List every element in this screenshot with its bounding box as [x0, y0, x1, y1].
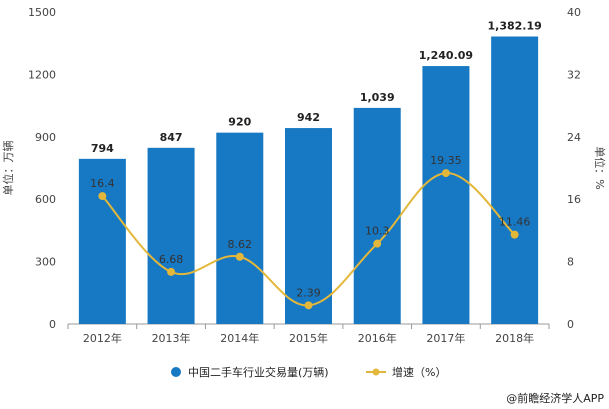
- legend-bar-label: 中国二手车行业交易量(万辆): [188, 365, 329, 379]
- y-tick-label-right: 0: [567, 318, 574, 331]
- line-series: [98, 169, 519, 310]
- y-tick-label-left: 0: [49, 318, 56, 331]
- bar-value-label: 942: [297, 111, 320, 124]
- bar: [285, 128, 332, 324]
- y-tick-label-left: 1500: [28, 6, 56, 19]
- line-point: [373, 239, 382, 248]
- bar: [491, 36, 539, 324]
- y-tick-label-left: 600: [35, 193, 56, 206]
- y-axis-title-left: 单位：万辆: [1, 141, 15, 196]
- bar-value-label: 1,039: [360, 91, 395, 104]
- line-value-label: 8.62: [228, 238, 253, 251]
- y-tick-label-right: 24: [567, 131, 581, 144]
- line-point: [235, 252, 244, 261]
- line-point: [98, 192, 107, 201]
- legend-bar-marker: [171, 367, 181, 377]
- line-value-label: 16.4: [90, 177, 115, 190]
- bar-value-label: 1,382.19: [488, 20, 542, 33]
- y-tick-label-left: 900: [35, 131, 56, 144]
- bar: [78, 158, 126, 324]
- x-tick-label: 2016年: [358, 331, 397, 345]
- data-labels: 794 847 920 942 1,039 1,240.09 1,382.19 16.4 6.6…: [90, 20, 542, 300]
- line-value-label: 10.3: [365, 225, 390, 238]
- x-tick-label: 2017年: [426, 331, 465, 345]
- line-value-label: 19.35: [430, 154, 462, 167]
- x-tick-label: 2013年: [152, 331, 191, 345]
- bar: [216, 132, 264, 324]
- x-tick-label: 2015年: [289, 331, 328, 345]
- bar: [353, 107, 401, 324]
- line-value-label: 11.46: [499, 216, 531, 229]
- y-tick-label-right: 8: [567, 256, 574, 269]
- bar-value-label: 847: [160, 131, 183, 144]
- legend: 中国二手车行业交易量(万辆) 增速（%）: [171, 365, 446, 379]
- bar: [147, 147, 195, 324]
- y-tick-label-right: 40: [567, 6, 581, 19]
- bar-value-label: 920: [228, 116, 251, 129]
- line-point: [304, 301, 313, 310]
- source-note: @前瞻经济学人APP: [506, 391, 604, 405]
- line-point: [441, 169, 450, 178]
- legend-line-label: 增速（%）: [392, 365, 446, 379]
- y-tick-label-left: 1200: [28, 68, 56, 81]
- x-tick-label: 2012年: [83, 331, 122, 345]
- line-value-label: 2.39: [296, 286, 321, 299]
- y-tick-label-right: 16: [567, 193, 581, 206]
- bar: [422, 66, 470, 324]
- legend-line-marker-dot: [372, 368, 380, 376]
- x-tick-label: 2018年: [495, 331, 534, 345]
- y-tick-label-left: 300: [35, 256, 56, 269]
- x-tick-label: 2014年: [220, 331, 259, 345]
- axes: 0 300 600 900 1200 1500 0 8 16 24 32 40 2012年 2013年 20…: [28, 6, 581, 345]
- line-point: [510, 230, 519, 239]
- line-point: [167, 267, 176, 276]
- y-tick-label-right: 32: [567, 68, 581, 81]
- bar-value-label: 1,240.09: [419, 49, 473, 62]
- bar-series: [78, 36, 539, 324]
- line-value-label: 6.68: [159, 253, 184, 266]
- bar-value-label: 794: [91, 142, 114, 155]
- y-axis-title-right: 单位：%: [593, 146, 607, 189]
